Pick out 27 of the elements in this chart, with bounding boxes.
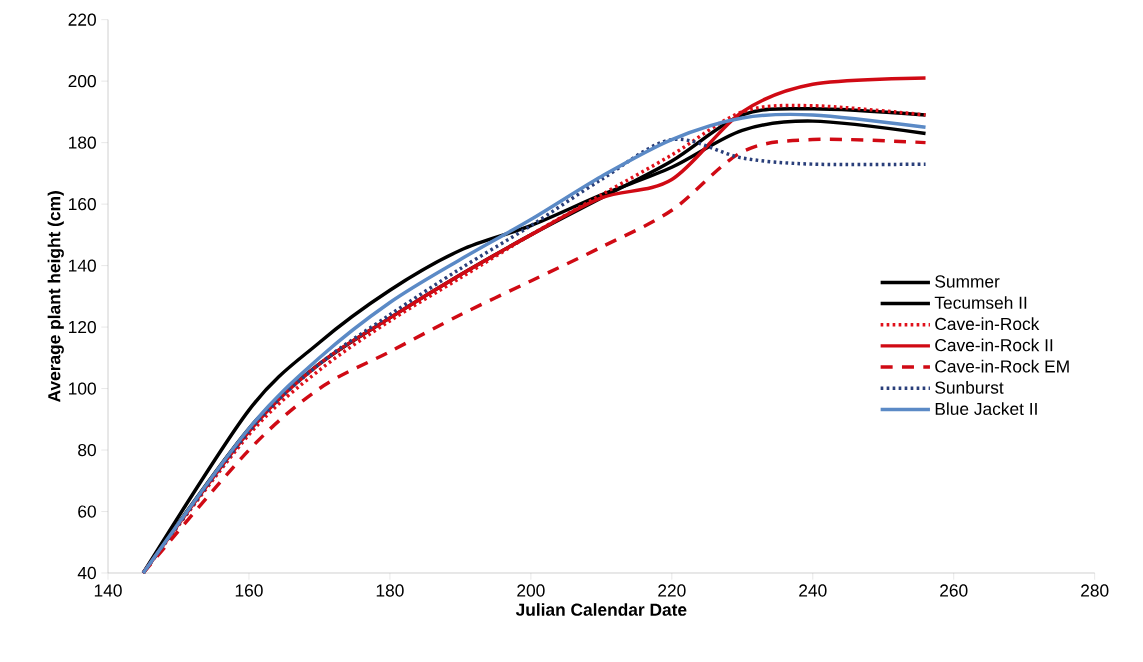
y-tick-label: 200: [68, 75, 96, 88]
x-tick-label: 220: [658, 584, 686, 597]
y-tick-label: 120: [69, 320, 96, 334]
x-tick-label: 200: [517, 584, 545, 597]
y-tick-label: 180: [69, 136, 96, 149]
y-axis-title: Average plant height (cm): [47, 191, 64, 402]
legend-label: Cave-in-Rock EM: [935, 359, 1069, 373]
y-tick-label: 220: [68, 13, 96, 26]
x-tick-label: 160: [235, 584, 263, 597]
legend-label: Blue Jacket II: [935, 402, 1037, 415]
y-tick-label: 40: [77, 566, 96, 580]
x-tick-label: 280: [1081, 584, 1109, 597]
legend-label: Tecumseh II: [934, 296, 1027, 309]
y-tick-label: 140: [69, 259, 96, 272]
x-tick-label: 140: [94, 584, 122, 597]
legend-label: Cave-in-Rock II: [935, 338, 1053, 352]
legend-label: Sunburst: [935, 381, 1004, 394]
y-tick-label: 100: [69, 382, 96, 395]
y-tick-label: 160: [69, 197, 96, 211]
x-tick-label: 240: [799, 584, 827, 597]
y-tick-label: 80: [78, 443, 96, 457]
x-tick-label: 260: [940, 584, 968, 597]
legend-label: Cave-in-Rock: [935, 317, 1040, 331]
x-tick-label: 180: [376, 584, 404, 597]
x-axis-title: Julian Calendar Date: [515, 603, 687, 616]
y-tick-label: 60: [78, 505, 96, 518]
legend-label: Summer: [935, 275, 1000, 288]
